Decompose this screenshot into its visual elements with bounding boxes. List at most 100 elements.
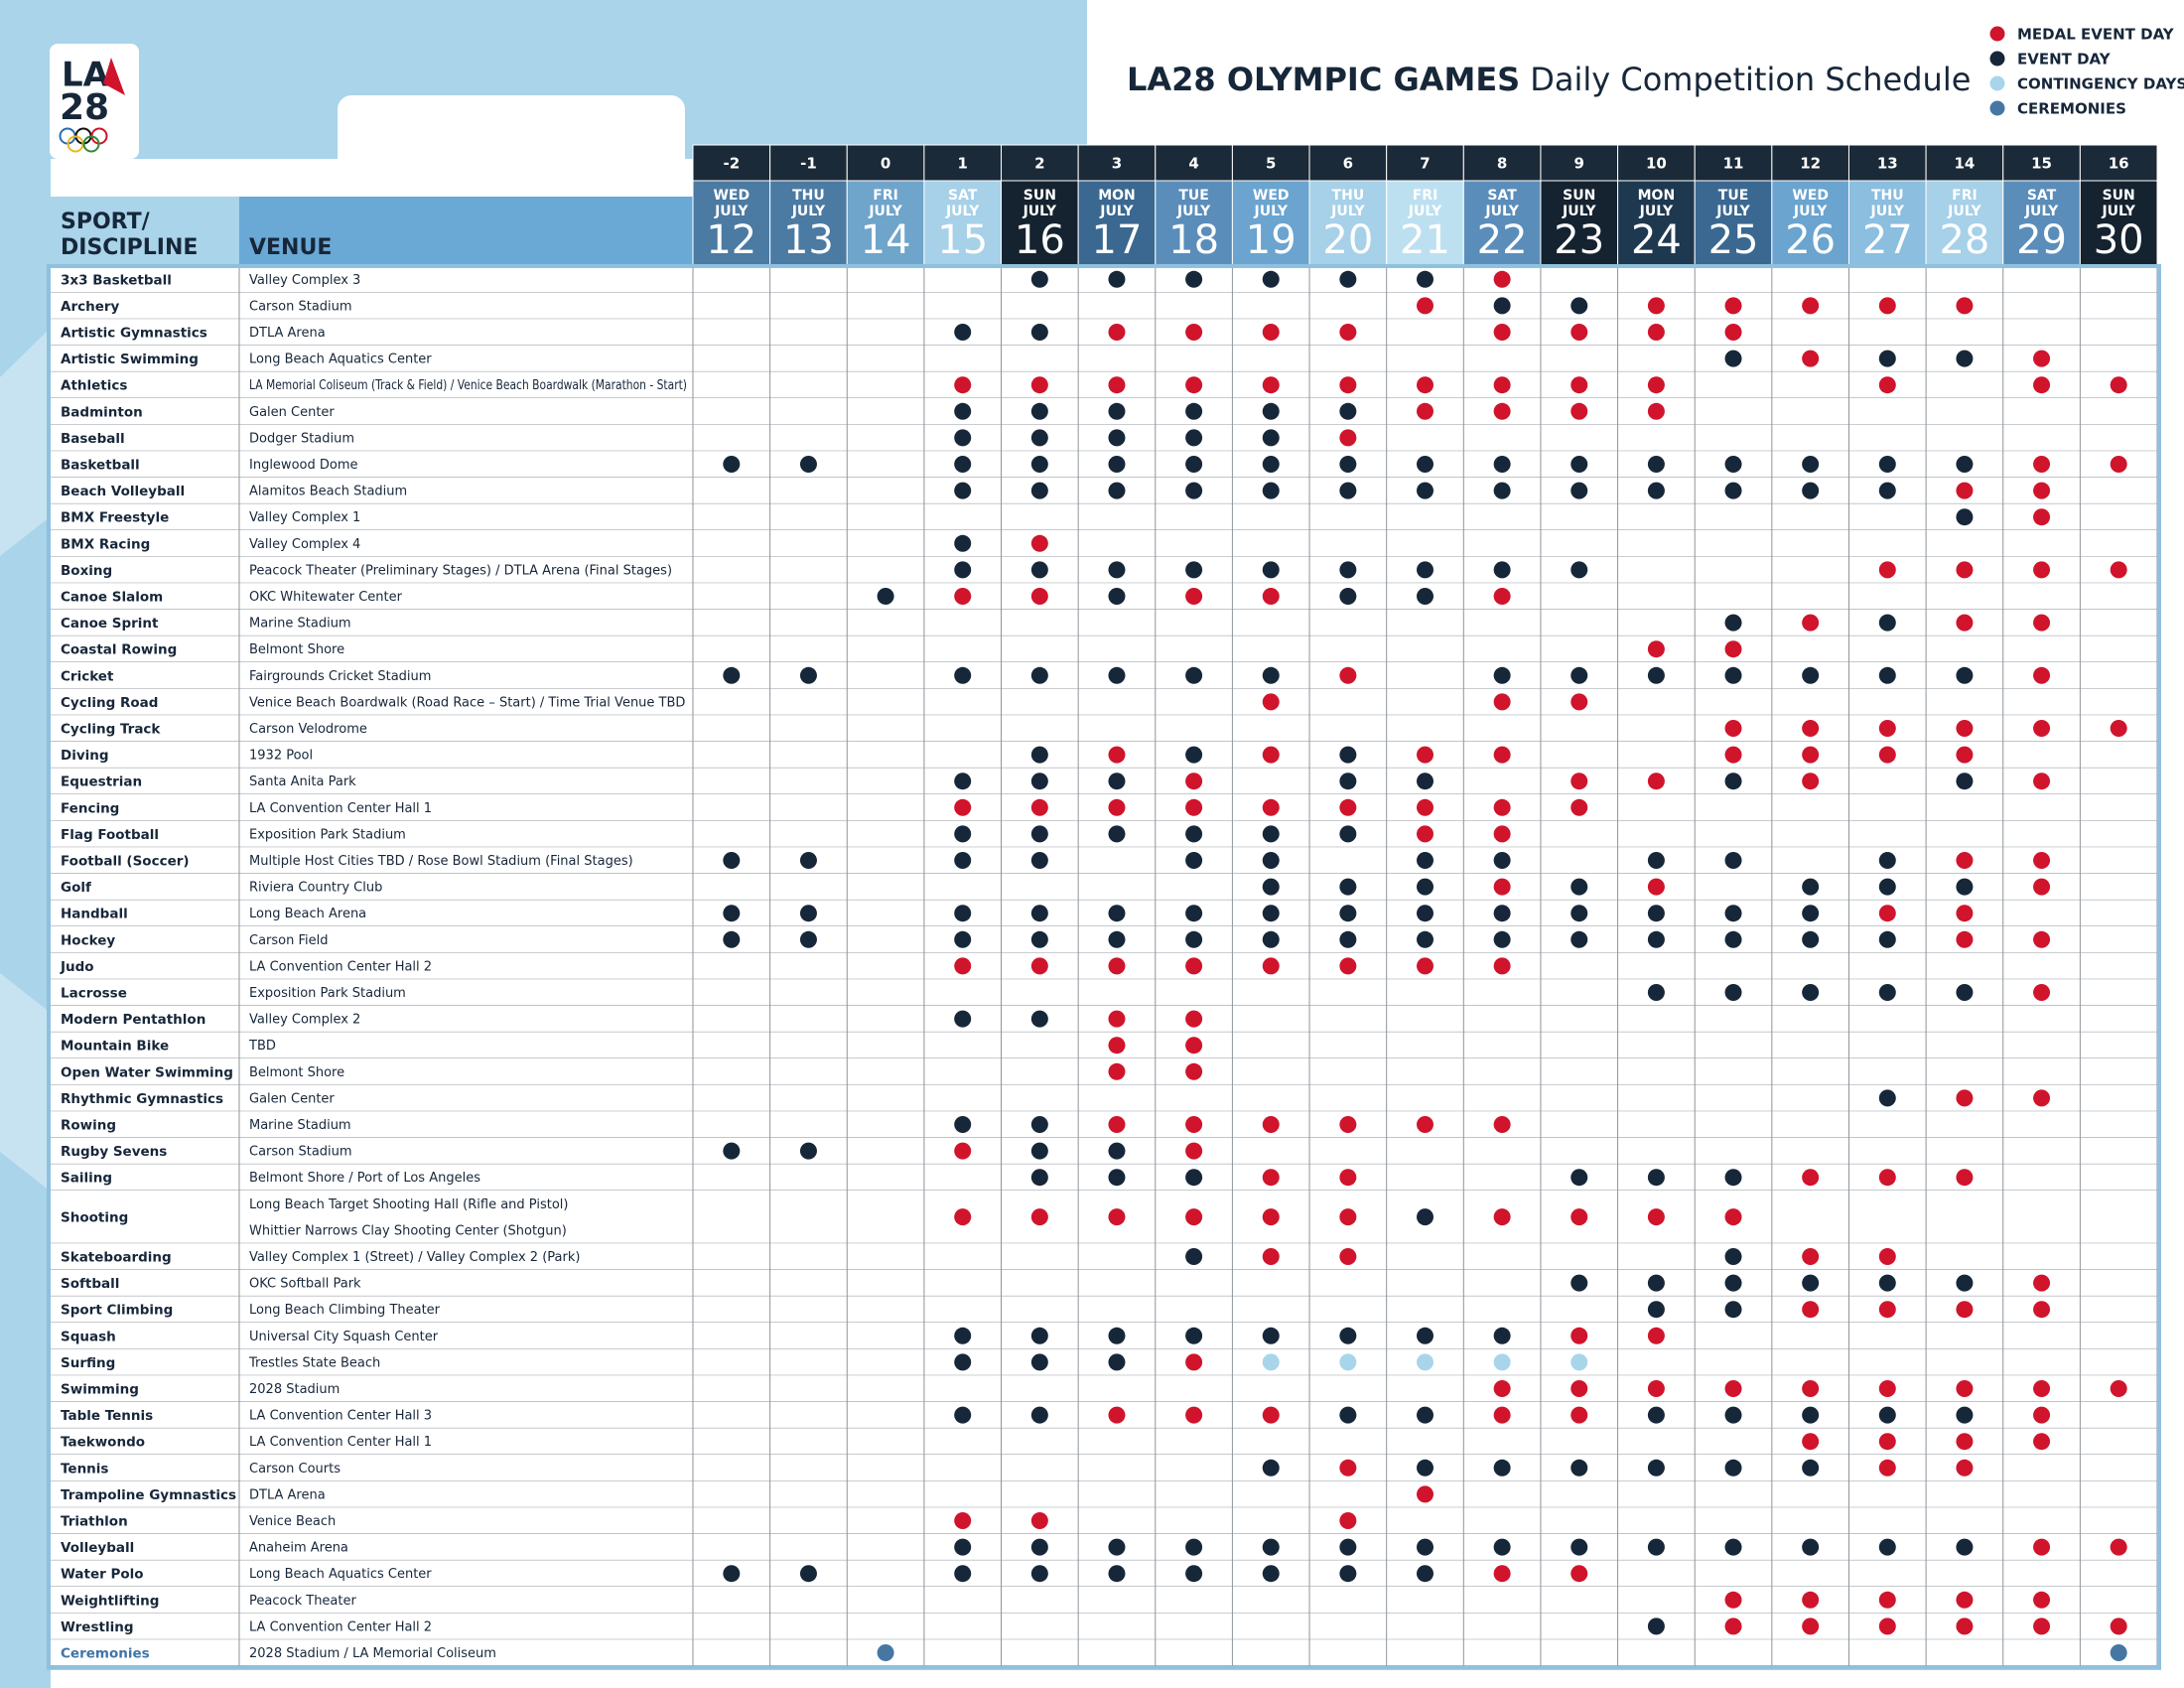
sport-name: Artistic Gymnastics — [61, 326, 207, 342]
event-dot — [954, 534, 972, 552]
event-dot — [1108, 957, 1126, 975]
day-number: 1 — [957, 155, 967, 173]
event-dot — [1108, 666, 1126, 684]
event-dot — [1724, 1459, 1742, 1477]
backdrop-stripe — [0, 328, 51, 1192]
row-background — [51, 688, 2157, 716]
event-dot — [1493, 666, 1511, 684]
event-dot — [1802, 666, 1820, 684]
legend-dot — [1989, 75, 2005, 91]
event-dot — [1417, 930, 1433, 948]
venue-name: Peacock Theater — [249, 1594, 356, 1609]
day-number-cell — [1462, 144, 1542, 182]
event-dot — [1339, 930, 1357, 948]
event-dot — [1185, 588, 1203, 605]
event-dot — [1878, 1618, 1896, 1635]
month: JULY — [1254, 204, 1289, 219]
sport-name: Ceremonies — [61, 1646, 150, 1662]
event-dot — [1339, 402, 1357, 420]
venue-name: Multiple Host Cities TBD / Rose Bowl Sta… — [249, 854, 633, 869]
row-background — [51, 900, 2157, 926]
event-dot — [1108, 1169, 1126, 1187]
event-dot — [1185, 825, 1203, 843]
event-dot — [1262, 324, 1280, 341]
venue-name: OKC Softball Park — [249, 1277, 361, 1292]
event-dot — [1185, 429, 1203, 447]
event-dot — [1108, 588, 1126, 605]
event-dot — [1956, 297, 1974, 315]
row-background — [51, 635, 2157, 662]
sport-header — [51, 197, 239, 266]
event-dot — [1030, 666, 1048, 684]
event-dot — [1030, 588, 1048, 605]
venue-name: Belmont Shore / Port of Los Angeles — [249, 1171, 480, 1186]
sport-name: Lacrosse — [61, 986, 127, 1002]
event-dot — [1570, 693, 1588, 711]
date: 20 — [1322, 217, 1373, 263]
day-number-cell — [769, 144, 848, 182]
venue-name: LA Convention Center Hall 3 — [249, 1409, 432, 1424]
event-dot — [1724, 930, 1742, 948]
event-dot — [1878, 1089, 1896, 1107]
event-dot — [1956, 614, 1974, 632]
month: JULY — [1330, 204, 1365, 219]
sport-name: Surfing — [61, 1355, 115, 1371]
row-background — [51, 266, 2157, 293]
event-dot — [1878, 376, 1896, 394]
event-dot — [1108, 798, 1126, 816]
event-dot — [1724, 773, 1742, 790]
venue-name: Long Beach Aquatics Center — [249, 1567, 432, 1582]
event-dot — [954, 825, 972, 843]
event-dot — [1030, 561, 1048, 579]
event-dot — [1030, 1010, 1048, 1028]
sport-name: BMX Racing — [61, 536, 150, 552]
row-background — [51, 398, 2157, 425]
event-dot — [1724, 482, 1742, 499]
venue-name: Long Beach Climbing Theater — [249, 1303, 441, 1318]
event-dot — [1647, 1459, 1665, 1477]
event-dot — [1570, 1208, 1588, 1226]
event-dot — [1185, 1538, 1203, 1556]
date: 13 — [783, 217, 834, 263]
venue-header-label: VENUE — [249, 235, 332, 260]
event-dot — [1647, 1274, 1665, 1292]
event-dot — [1802, 1274, 1820, 1292]
event-dot — [1417, 561, 1433, 579]
weekday: THU — [1332, 188, 1365, 204]
venue-name: Anaheim Arena — [249, 1541, 348, 1556]
legend-dot — [1989, 51, 2005, 67]
logo-ring — [82, 135, 100, 153]
row-background — [51, 741, 2157, 769]
row-background — [51, 1137, 2157, 1165]
event-dot — [1108, 1565, 1126, 1583]
event-dot — [1262, 270, 1280, 288]
event-dot — [1262, 852, 1280, 869]
event-dot — [1802, 1380, 1820, 1397]
venue-name: Riviera Country Club — [249, 881, 382, 896]
event-dot — [1262, 1353, 1280, 1371]
event-dot — [1570, 1459, 1588, 1477]
event-dot — [1878, 1591, 1896, 1609]
event-dot — [1339, 1512, 1357, 1529]
event-dot — [1493, 905, 1511, 922]
sport-name: Canoe Sprint — [61, 616, 159, 632]
date-cell — [1308, 180, 1388, 267]
date: 16 — [1015, 217, 1065, 263]
backdrop-notch — [338, 95, 685, 185]
event-dot — [1030, 957, 1048, 975]
sport-name: Volleyball — [61, 1540, 134, 1556]
row-background — [51, 820, 2157, 848]
month: JULY — [2101, 204, 2135, 219]
event-dot — [799, 852, 817, 869]
event-dot — [1185, 1142, 1203, 1160]
event-dot — [1878, 1169, 1896, 1187]
event-dot — [1493, 588, 1511, 605]
legend-label: CONTINGENCY DAYS — [2017, 75, 2184, 93]
event-dot — [1030, 1538, 1048, 1556]
weekday: SAT — [2027, 188, 2057, 204]
date: 14 — [861, 217, 911, 263]
day-number: 12 — [1800, 155, 1821, 173]
event-dot — [1878, 482, 1896, 499]
month: JULY — [1715, 204, 1750, 219]
event-dot — [2110, 456, 2127, 473]
